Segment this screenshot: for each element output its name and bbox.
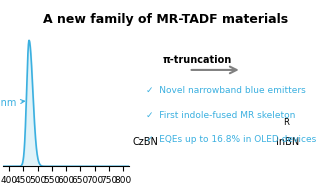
Text: InBN: InBN [276, 137, 300, 147]
Text: ✓  EQEs up to 16.8% in OLED devices: ✓ EQEs up to 16.8% in OLED devices [146, 135, 316, 144]
Text: 22 nm: 22 nm [0, 98, 24, 108]
Text: ✓  Novel narrowband blue emitters: ✓ Novel narrowband blue emitters [146, 86, 306, 95]
Text: A new family of MR-TADF materials: A new family of MR-TADF materials [43, 13, 288, 26]
Text: π-truncation: π-truncation [162, 56, 232, 65]
Text: R: R [283, 118, 289, 127]
FancyArrowPatch shape [191, 67, 237, 73]
Text: CzBN: CzBN [133, 137, 159, 147]
Text: ✓  First indole-fused MR skeleton: ✓ First indole-fused MR skeleton [146, 111, 295, 120]
